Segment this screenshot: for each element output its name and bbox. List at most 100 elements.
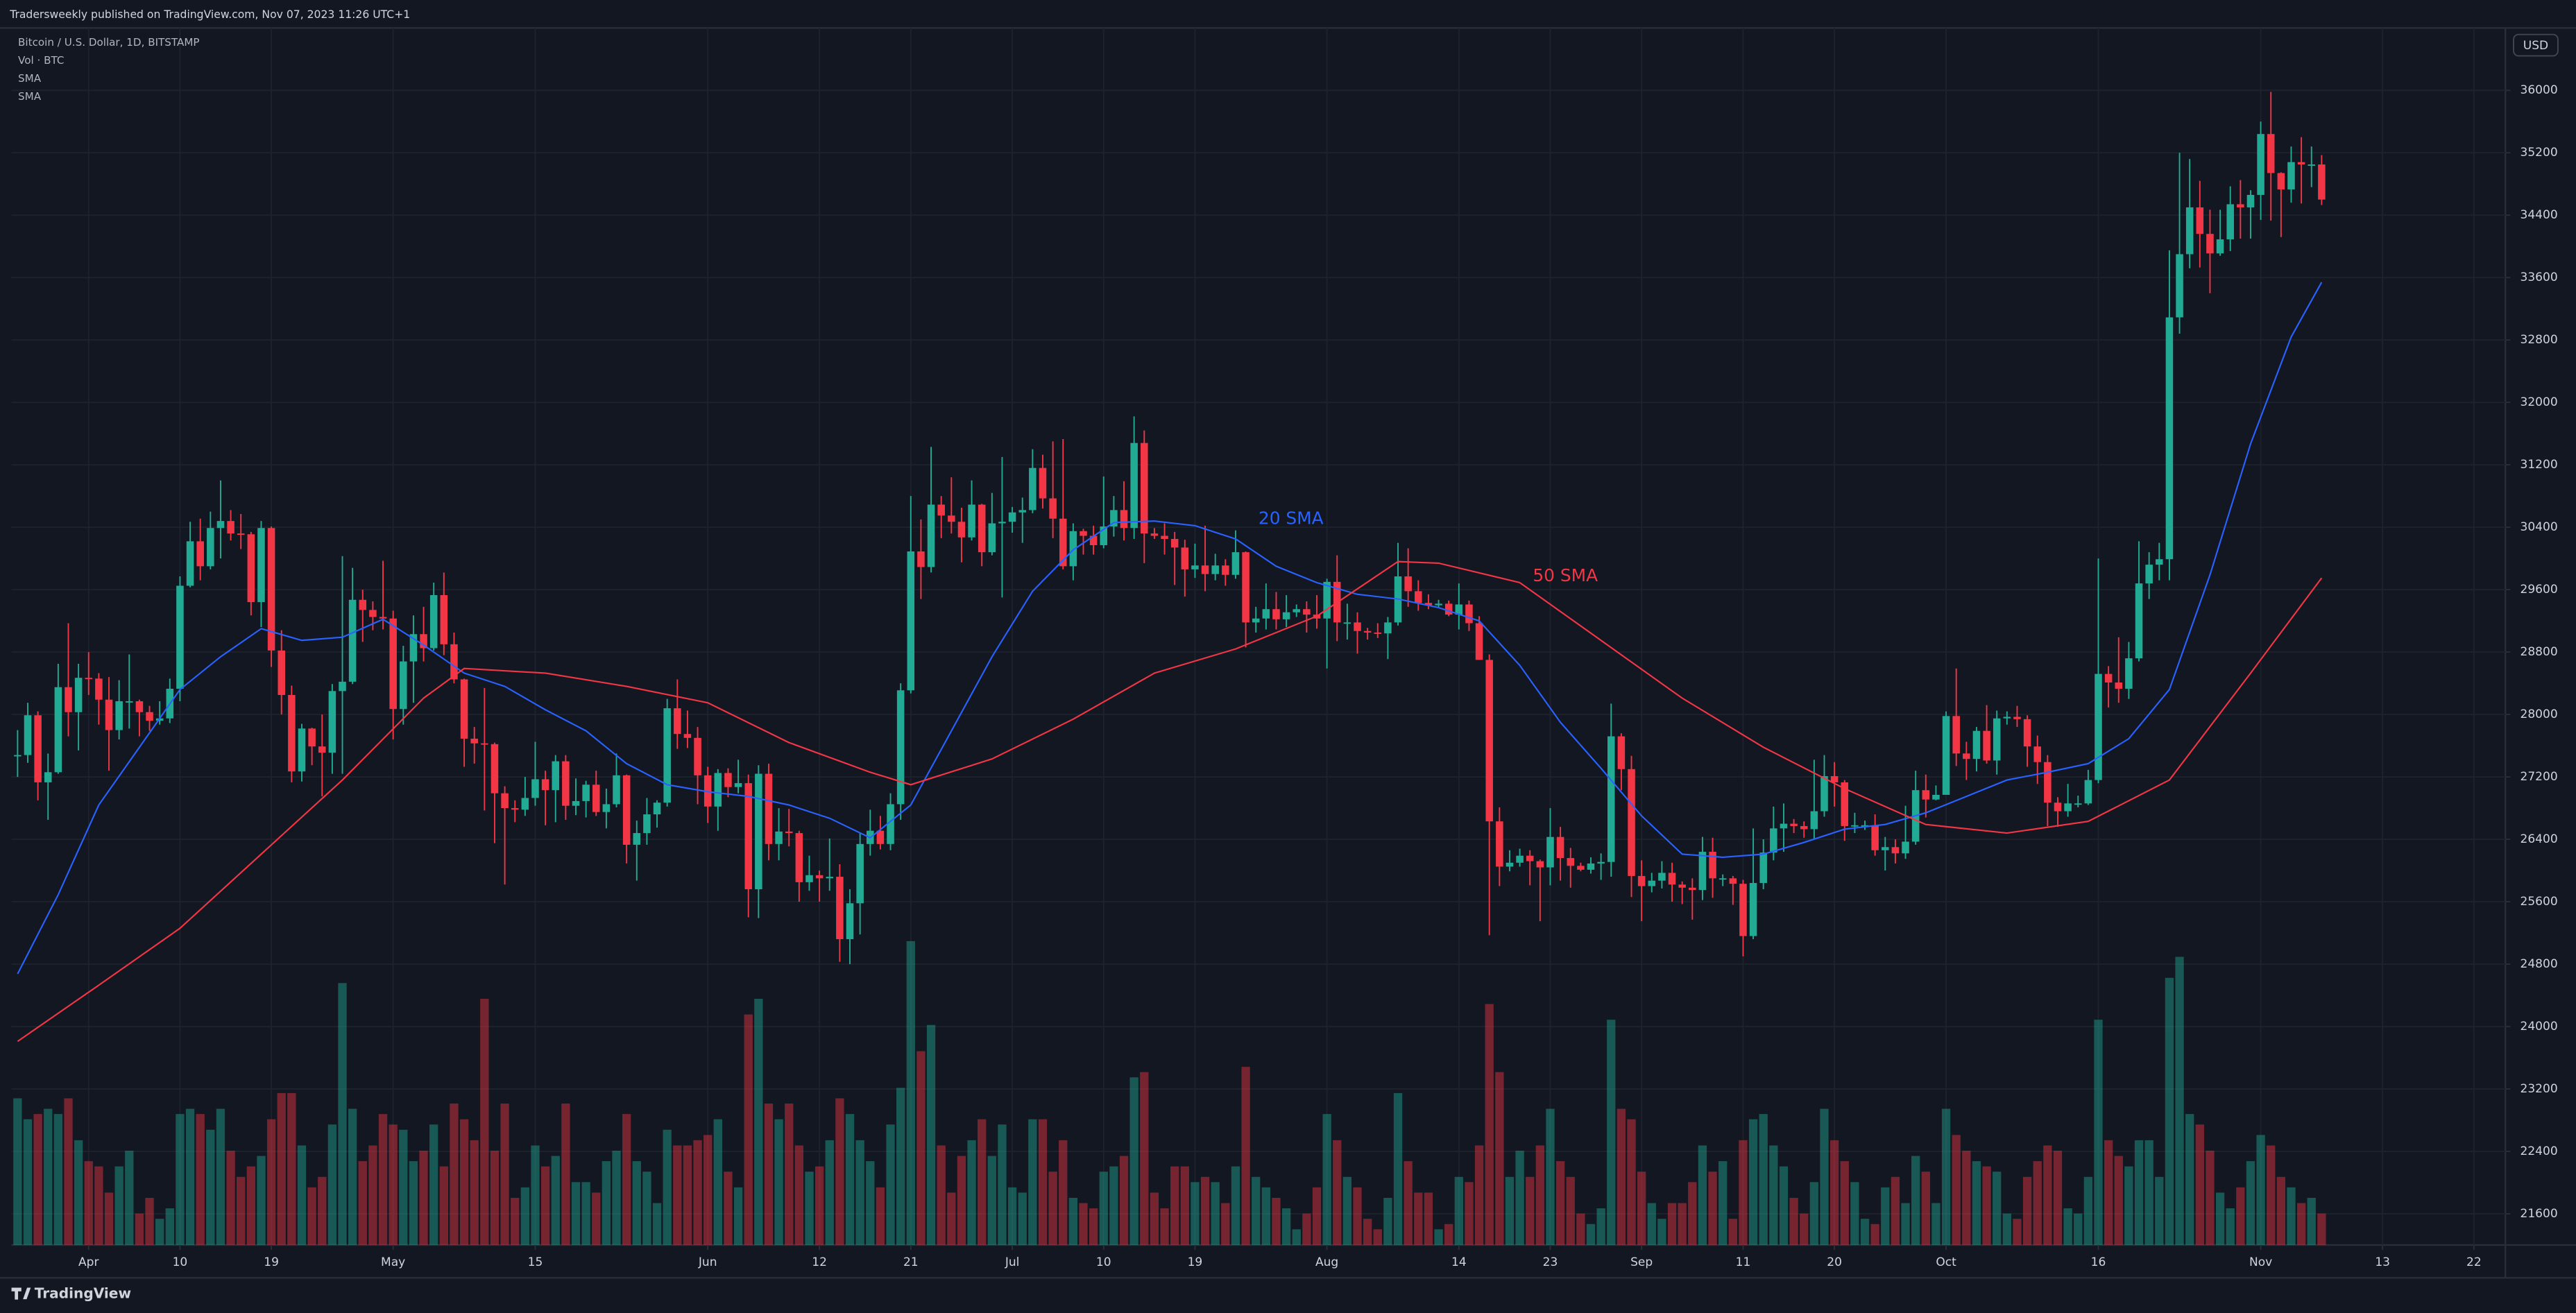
volume-bar [2043,1145,2052,1245]
volume-bar [886,1124,895,1245]
volume-bar [2296,1203,2306,1245]
volume-bar [1505,1176,1515,1245]
volume-bar [33,1114,42,1245]
y-tick-label: 24000 [2520,1020,2557,1033]
volume-bar [1150,1192,1159,1245]
volume-bar [2063,1208,2072,1245]
candle-body [1902,841,1909,854]
volume-bar [1302,1213,1311,1245]
candle-body [876,830,885,844]
candle-body [978,504,986,553]
volume-bar [389,1124,398,1245]
volume-bar [1119,1156,1129,1245]
volume-bar [1018,1192,1027,1245]
candle-body [521,798,529,810]
volume-bar [1637,1172,1646,1245]
candle-body [257,528,265,603]
volume-bar [2053,1151,2063,1245]
candle-body [267,528,275,651]
candle-body [74,678,83,712]
volume-bar [185,1108,195,1245]
volume-bar [145,1197,154,1245]
candle-body [1100,526,1108,546]
candle-body [95,678,103,700]
candle-body [2196,207,2204,234]
y-tick-label: 34400 [2520,208,2557,222]
volume-bar [378,1114,388,1245]
candle-body [450,644,458,680]
volume-bar [1667,1203,1677,1245]
candle-body [622,775,631,845]
candle-body [927,504,935,567]
volume-bar [703,1135,713,1245]
candle-body [1830,775,1839,782]
volume-bar [1393,1092,1403,1245]
volume-bar [683,1145,692,1245]
candle-body [633,833,641,845]
candle-body [237,533,245,535]
volume-bar [2185,1114,2194,1245]
candle-body [562,761,570,806]
candle-body [1110,510,1118,527]
candle-body [348,599,357,682]
y-tick-label: 24800 [2520,957,2557,971]
volume-bar [196,1114,205,1245]
legend-symbol: Bitcoin / U.S. Dollar, 1D, BITSTAMP [18,36,199,49]
candle-body [1678,884,1686,888]
x-tick-label: 23 [1543,1255,1558,1269]
volume-bar [1200,1176,1210,1245]
legend-sma: SMA [18,72,42,85]
volume-bar [450,1104,459,1245]
tradingview-logo[interactable]: TradingView [11,1285,131,1302]
volume-bar [1454,1176,1463,1245]
candle-body [1993,718,2001,761]
candle-body [1191,565,1199,569]
volume-bar [1931,1203,1940,1245]
volume-bar [1059,1140,1068,1245]
candle-body [2064,803,2072,812]
sma-lines: 20 SMA 50 SMA [17,282,2323,1042]
candle-body [440,594,448,644]
candle-body [1546,836,1554,868]
volume-bar [2022,1176,2032,1245]
volume-bar [733,1187,743,1245]
volume-bar [774,1119,783,1245]
candle-body [703,775,712,807]
currency-label[interactable]: USD [2523,39,2548,53]
candle-body [379,617,387,619]
y-tick-label: 28000 [2520,707,2557,721]
candle-body [85,678,93,680]
candle-body [1120,510,1128,529]
volume-bar [2013,1219,2022,1245]
volume-bar [237,1176,246,1245]
volume-bar [1829,1140,1839,1245]
x-tick-label: 10 [173,1255,188,1269]
sma-annotation: 50 SMA [1533,565,1598,585]
candle-body [744,783,752,890]
candle-body [227,521,234,534]
volume-bar [1444,1224,1453,1245]
published-note: Tradersweekly published on TradingView.c… [9,8,410,21]
candle-body [1018,510,1026,513]
volume-bar [2276,1176,2285,1245]
x-tick-label: May [381,1255,405,1269]
candle-body [115,701,123,730]
candle-body [1587,863,1595,870]
volume-bar [348,1108,357,1245]
volume-bar [693,1140,702,1245]
volume-bar [1038,1119,1048,1245]
candle-body [288,694,296,772]
volume-bar [531,1145,540,1245]
currency-button[interactable] [2513,33,2559,57]
volume-bar [1261,1187,1270,1245]
legend-volume: Vol · BTC [18,54,64,67]
volume-bar [226,1151,235,1245]
candle-body [1790,823,1798,826]
x-tick-label: 20 [1827,1255,1842,1269]
volume-bar [1322,1114,1331,1245]
candle-body [1709,852,1716,879]
candle-body [1871,825,1879,850]
volume-bar [1211,1182,1220,1245]
volume-bar [2175,956,2184,1245]
